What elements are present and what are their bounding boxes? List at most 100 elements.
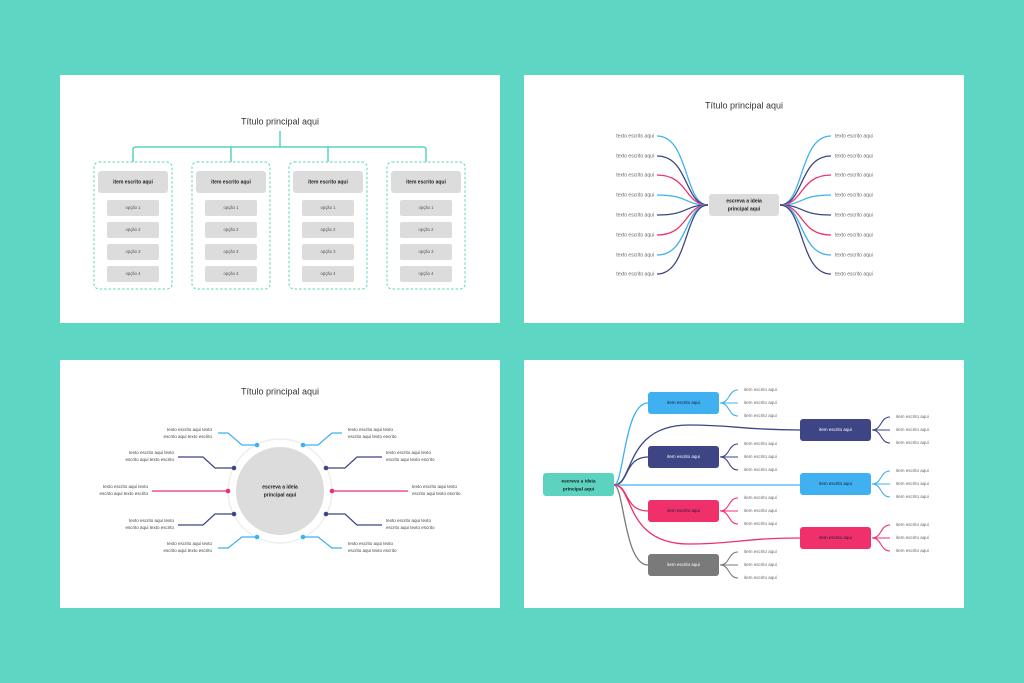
child-label: item escrito aqui xyxy=(744,521,777,526)
node-box xyxy=(800,419,871,441)
child-connector xyxy=(719,456,739,471)
central-idea-box xyxy=(709,194,779,216)
branch-label: texto escrito aqui texto xyxy=(412,484,458,489)
column-group-box xyxy=(93,161,173,290)
slide-title: Título principal aqui xyxy=(705,100,783,110)
branch-label: escrito aqui texto escrito xyxy=(163,434,212,439)
column-header-box xyxy=(196,171,266,193)
branch-label: texto escrito aqui xyxy=(835,212,873,218)
option-label: opção 1 xyxy=(224,205,240,210)
slide-radial-diagram: Título principal aqui escreva a ideia prin… xyxy=(60,360,500,608)
connector-line xyxy=(326,456,382,469)
branch-label: texto escrito aqui texto xyxy=(386,518,432,523)
option-box xyxy=(302,244,354,260)
option-box xyxy=(107,222,159,238)
branch-label: escrito aqui texto escrito xyxy=(163,548,212,553)
child-connector xyxy=(719,551,739,566)
node-label: item escrito aqui xyxy=(667,400,700,405)
child-connector xyxy=(719,510,739,525)
central-idea-text: escreva a ideia xyxy=(262,484,298,490)
central-idea-text: principal aqui xyxy=(728,206,761,212)
option-box xyxy=(107,244,159,260)
connector-dot xyxy=(323,465,329,471)
branch-label: texto escrito aqui xyxy=(835,153,873,159)
child-label: item escrito aqui xyxy=(744,454,777,459)
child-label: item escrito aqui xyxy=(744,575,777,580)
node-box xyxy=(648,392,719,414)
option-label: opção 3 xyxy=(126,249,142,254)
node-label: item escrito aqui xyxy=(667,508,700,513)
child-connector xyxy=(719,389,739,404)
branch-label: texto escrito aqui xyxy=(616,153,654,159)
branch-curve xyxy=(656,204,709,236)
branch-label: texto escrito aqui xyxy=(835,271,873,277)
central-idea-text: principal aqui xyxy=(264,492,297,498)
branch-label: escrito aqui texto escrito xyxy=(386,525,435,530)
node-box xyxy=(800,527,871,549)
branch-label: texto escrito aqui xyxy=(616,212,654,218)
child-label: item escrito aqui xyxy=(744,508,777,513)
branch-label: texto escrito aqui texto xyxy=(129,518,175,523)
branch-label: texto escrito aqui xyxy=(835,232,873,238)
central-idea-text: escreva a ideia xyxy=(726,198,762,204)
connector-dot xyxy=(300,442,306,448)
root-node-text: escreva a ideia xyxy=(561,478,595,484)
branch-label: texto escrito aqui xyxy=(835,252,873,258)
branch-curve xyxy=(613,424,801,486)
root-node-box xyxy=(543,473,614,496)
branch-label: texto escrito aqui texto xyxy=(129,450,175,455)
column-header: item escrito aqui xyxy=(308,179,348,185)
branch-label: texto escrito aqui xyxy=(616,133,654,139)
connector-line xyxy=(218,536,257,549)
column-group-box xyxy=(191,161,271,290)
child-label: item escrito aqui xyxy=(744,549,777,554)
branch-curve xyxy=(613,402,649,486)
column-header-box xyxy=(293,171,363,193)
branch-curve xyxy=(779,204,832,275)
connector-line xyxy=(303,536,342,549)
branch-label: texto escrito aqui xyxy=(835,192,873,198)
column-group-box xyxy=(288,161,368,290)
branch-curve xyxy=(613,484,801,545)
connector-dot xyxy=(231,465,237,471)
option-box xyxy=(400,200,452,216)
branch-label: escrito aqui texto escrito xyxy=(348,548,397,553)
branch-label: texto escrito aqui texto xyxy=(348,541,394,546)
node-box xyxy=(648,554,719,576)
branch-label: texto escrito aqui xyxy=(835,172,873,178)
branch-curve xyxy=(656,204,709,275)
connector-dot xyxy=(254,442,260,448)
option-label: opção 3 xyxy=(224,249,240,254)
branch-label: texto escrito aqui texto xyxy=(167,541,213,546)
child-label: item escrito aqui xyxy=(896,468,929,473)
column-header-box xyxy=(391,171,461,193)
node-box xyxy=(648,446,719,468)
option-label: opção 2 xyxy=(224,227,240,232)
child-label: item escrito aqui xyxy=(896,481,929,486)
slide-org-chart: Título principal aqui item escrito aqui op… xyxy=(60,75,500,323)
branch-curve xyxy=(656,155,709,206)
child-connector xyxy=(719,497,739,512)
option-label: opção 2 xyxy=(321,227,337,232)
child-label: item escrito aqui xyxy=(896,548,929,553)
branch-label: texto escrito aqui texto xyxy=(348,427,394,432)
root-node-text: principal aqui xyxy=(563,486,594,492)
child-label: item escrito aqui xyxy=(896,414,929,419)
connector-dot xyxy=(225,488,231,494)
slide-mind-map-curves: Título principal aqui texto escrito aqui t… xyxy=(524,75,964,323)
option-box xyxy=(400,266,452,282)
connector-line xyxy=(303,432,342,446)
connector-dot xyxy=(300,534,306,540)
branch-label: texto escrito aqui xyxy=(616,192,654,198)
child-connector xyxy=(871,524,891,539)
option-box xyxy=(400,244,452,260)
option-label: opção 1 xyxy=(321,205,337,210)
branch-label: escrito aqui texto escrito xyxy=(348,434,397,439)
option-label: opção 4 xyxy=(224,271,240,276)
option-box xyxy=(107,266,159,282)
branch-label: escrito aqui texto escrito xyxy=(99,491,148,496)
child-label: item escrito aqui xyxy=(744,413,777,418)
child-connector xyxy=(871,416,891,431)
option-box xyxy=(302,266,354,282)
option-box xyxy=(205,244,257,260)
